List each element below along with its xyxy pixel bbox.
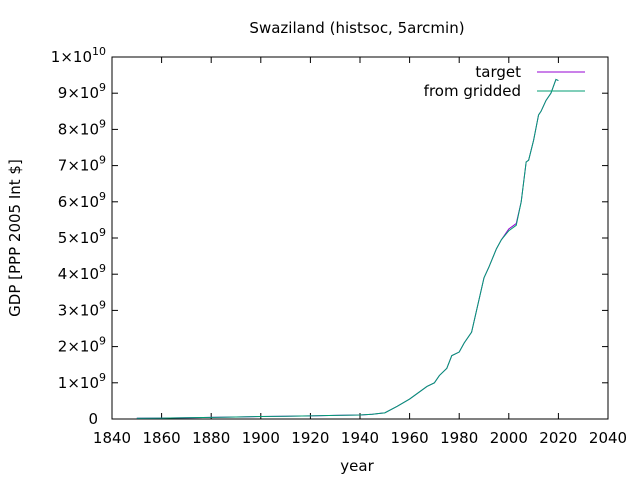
x-tick-label: 1840 [93,429,131,447]
y-tick-label: 7×109 [58,154,106,175]
y-tick-exponent: 9 [99,262,106,275]
x-tick-label: 1940 [341,429,379,447]
legend-label: from gridded [424,82,521,100]
y-axis: 01×1092×1093×1094×1095×1096×1097×1098×10… [51,45,608,428]
x-tick-label: 1860 [143,429,181,447]
series-line-1 [136,78,559,419]
y-tick-exponent: 9 [99,190,106,203]
y-axis-label: GDP [PPP 2005 Int $] [6,159,24,317]
y-tick-mantissa: 1×10 [51,48,92,66]
y-tick-mantissa: 7×10 [58,157,99,175]
x-tick-label: 2020 [539,429,577,447]
x-axis-label: year [340,457,374,475]
y-tick-exponent: 9 [99,226,106,239]
y-tick-mantissa: 2×10 [58,338,99,356]
y-tick-exponent: 9 [99,81,106,94]
y-tick-label: 4×109 [58,262,106,283]
x-tick-label: 1960 [391,429,429,447]
chart-title: Swaziland (histsoc, 5arcmin) [249,19,464,37]
y-tick-label: 1×1010 [51,45,106,66]
y-tick-mantissa: 4×10 [58,265,99,283]
x-tick-label: 1980 [440,429,478,447]
y-tick-label: 2×109 [58,335,106,356]
y-tick-mantissa: 1×10 [58,374,99,392]
y-tick-label: 9×109 [58,81,106,102]
y-tick-exponent: 9 [99,335,106,348]
y-tick-exponent: 9 [99,117,106,130]
y-tick-label: 1×109 [58,371,106,392]
y-tick-label: 5×109 [58,226,106,247]
y-tick-mantissa: 6×10 [58,193,99,211]
plot-area [136,78,559,419]
y-tick-mantissa: 9×10 [58,84,99,102]
y-tick-exponent: 9 [99,298,106,311]
y-tick-mantissa: 3×10 [58,301,99,319]
x-tick-label: 2040 [589,429,627,447]
y-tick-mantissa: 8×10 [58,120,99,138]
series-line-0 [136,78,559,419]
y-tick-exponent: 9 [99,154,106,167]
y-tick-label: 6×109 [58,190,106,211]
y-tick-label: 0 [88,410,98,428]
x-tick-label: 2000 [490,429,528,447]
y-tick-exponent: 9 [99,371,106,384]
legend-label: target [475,63,521,81]
x-tick-label: 1920 [291,429,329,447]
y-tick-label: 3×109 [58,298,106,319]
y-tick-exponent: 10 [92,45,106,58]
y-tick-mantissa: 5×10 [58,229,99,247]
x-tick-label: 1880 [192,429,230,447]
x-axis: 1840 1860 1880 1900 1920 1940 1960 1980 2000 2020… [93,57,627,447]
y-tick-label: 8×109 [58,117,106,138]
plot-frame [111,56,609,420]
x-tick-label: 1900 [242,429,280,447]
